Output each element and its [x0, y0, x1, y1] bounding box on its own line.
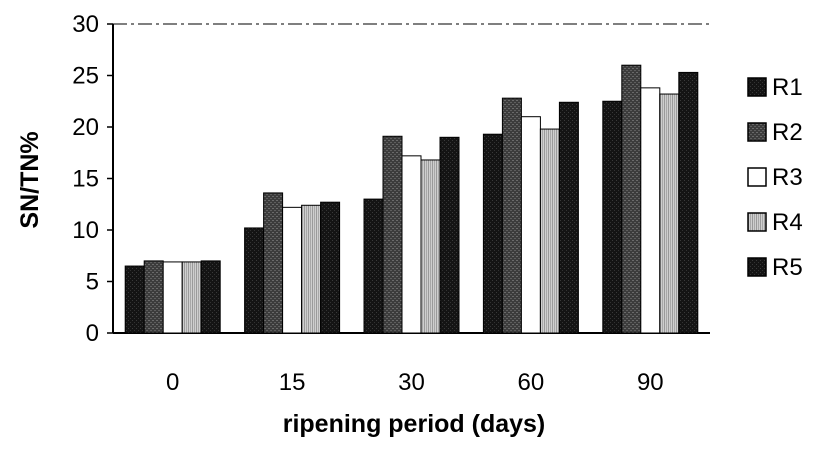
bar-r1-30: [363, 198, 384, 334]
legend-label-r5: R5: [772, 254, 803, 281]
y-tick-label: 30: [72, 11, 99, 38]
legend-label-r4: R4: [772, 209, 803, 236]
bar-r2-0: [143, 260, 164, 334]
y-tick-label: 20: [72, 114, 99, 141]
legend-swatch-r2: [747, 122, 767, 142]
bar-r4-90: [659, 93, 680, 334]
bar-r1-60: [482, 133, 503, 334]
x-tick-label: 60: [518, 369, 545, 396]
bar-r3-60: [520, 116, 541, 334]
y-tick-label: 15: [72, 166, 99, 193]
bars: [124, 64, 699, 334]
y-tick-label: 5: [86, 269, 99, 296]
bar-r2-15: [263, 192, 284, 334]
bar-r2-60: [501, 97, 522, 334]
y-axis-title: SN/TN%: [16, 131, 44, 228]
legend-label-r3: R3: [772, 164, 803, 191]
legend-label-r1: R1: [772, 74, 803, 101]
y-tick-label: 0: [86, 320, 99, 347]
legend: R1 R2 R3 R4 R5: [747, 74, 803, 281]
legend-label-r2: R2: [772, 119, 803, 146]
x-axis-title: ripening period (days): [283, 410, 546, 438]
bar-r3-90: [640, 87, 661, 334]
bar-r4-60: [539, 128, 560, 334]
legend-swatch-r1: [747, 77, 767, 97]
bar-r1-15: [244, 227, 265, 334]
bar-r5-0: [200, 260, 221, 334]
y-tick-label: 25: [72, 63, 99, 90]
bar-r3-15: [282, 206, 303, 334]
x-tick-label: 0: [166, 369, 179, 396]
bar-r2-90: [621, 64, 642, 334]
bar-r3-0: [162, 261, 183, 334]
bar-r5-30: [439, 136, 460, 334]
legend-swatch-r5: [747, 257, 767, 277]
bar-r5-90: [678, 71, 699, 334]
x-tick-label: 30: [398, 369, 425, 396]
legend-swatch-r3: [747, 167, 767, 187]
y-tick-label: 10: [72, 217, 99, 244]
bar-r4-30: [420, 159, 441, 334]
y-axis-ticks: 0 5 10 15 20 25 30: [72, 11, 113, 347]
bar-r5-60: [558, 101, 579, 334]
bar-r1-0: [124, 265, 145, 334]
x-tick-label: 15: [279, 369, 306, 396]
bar-r2-30: [382, 135, 403, 334]
bar-r1-90: [602, 100, 623, 334]
bar-r4-0: [181, 261, 202, 334]
x-axis-ticks: 0 15 30 60 90: [166, 369, 664, 396]
legend-swatch-r4: [747, 212, 767, 232]
x-tick-label: 90: [637, 369, 664, 396]
bar-r4-15: [301, 204, 322, 334]
bar-r5-15: [320, 201, 341, 334]
bar-r3-30: [401, 155, 422, 334]
